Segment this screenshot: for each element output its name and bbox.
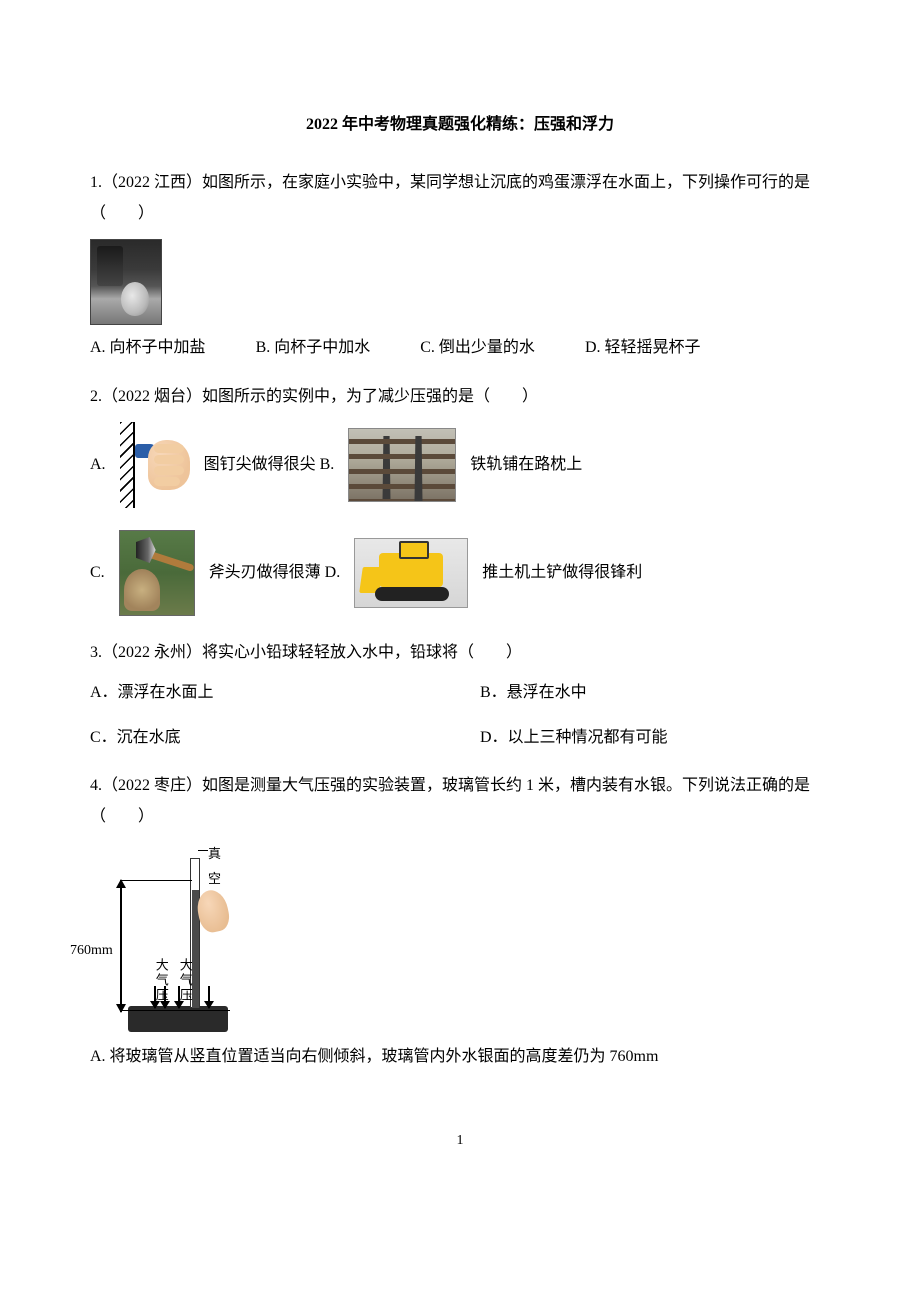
q3-option-d: D．以上三种情况都有可能 <box>480 723 830 753</box>
arrow-down-icon <box>208 986 210 1008</box>
q2-row-ab: A. 图钉尖做得很尖 B. 铁轨铺在路枕上 <box>90 422 830 508</box>
question-4: 4.（2022 枣庄）如图是测量大气压强的实验装置，玻璃管长约 1 米，槽内装有… <box>90 771 830 1072</box>
thumbtack-image <box>120 422 190 508</box>
q3-options: A．漂浮在水面上 B．悬浮在水中 C．沉在水底 D．以上三种情况都有可能 <box>90 678 830 753</box>
question-3: 3.（2022 永州）将实心小铅球轻轻放入水中，铅球将（ ） A．漂浮在水面上 … <box>90 638 830 753</box>
atm-pressure-left-label: 大气压 <box>148 958 173 1003</box>
q2-d-text: 推土机土铲做得很锋利 <box>482 558 642 588</box>
height-tick-top <box>120 880 192 882</box>
q3-option-b: B．悬浮在水中 <box>480 678 830 708</box>
q3-text: 3.（2022 永州）将实心小铅球轻轻放入水中，铅球将（ ） <box>90 638 830 668</box>
barometer-diagram: 真空 760mm 大气压 大气压 <box>90 842 230 1032</box>
arrow-down-icon <box>164 986 166 1008</box>
q1-text: 1.（2022 江西）如图所示，在家庭小实验中，某同学想让沉底的鸡蛋漂浮在水面上… <box>90 168 830 229</box>
q2-b-text: 铁轨铺在路枕上 <box>470 450 582 480</box>
arrow-down-icon <box>154 986 156 1008</box>
height-760mm-label: 760mm <box>70 938 113 965</box>
q2-a-text: 图钉尖做得很尖 B. <box>204 450 335 480</box>
axe-image <box>119 530 195 616</box>
q4-text: 4.（2022 枣庄）如图是测量大气压强的实验装置，玻璃管长约 1 米，槽内装有… <box>90 771 830 832</box>
q1-option-a: A. 向杯子中加盐 <box>90 333 206 363</box>
q1-options: A. 向杯子中加盐 B. 向杯子中加水 C. 倒出少量的水 D. 轻轻摇晃杯子 <box>90 333 830 363</box>
q2-c-text: 斧头刃做得很薄 D. <box>209 558 341 588</box>
egg-in-glass-image <box>90 239 162 325</box>
height-dimension-line <box>120 880 122 1012</box>
atm-pressure-right-label: 大气压 <box>172 958 197 1003</box>
q3-option-a: A．漂浮在水面上 <box>90 678 440 708</box>
page-title: 2022 年中考物理真题强化精练：压强和浮力 <box>90 110 830 140</box>
bulldozer-image <box>354 538 468 608</box>
q2-c-prefix: C. <box>90 558 105 588</box>
vacuum-label: 真空 <box>208 842 230 891</box>
height-tick-bottom <box>120 1010 230 1012</box>
q2-text: 2.（2022 烟台）如图所示的实例中，为了减少压强的是（ ） <box>90 382 830 412</box>
vacuum-pointer <box>198 850 208 852</box>
q1-option-b: B. 向杯子中加水 <box>256 333 371 363</box>
page-number: 1 <box>90 1128 830 1155</box>
question-2: 2.（2022 烟台）如图所示的实例中，为了减少压强的是（ ） A. 图钉尖做得… <box>90 382 830 616</box>
q3-option-c: C．沉在水底 <box>90 723 440 753</box>
q1-option-c: C. 倒出少量的水 <box>420 333 535 363</box>
q2-row-cd: C. 斧头刃做得很薄 D. 推土机土铲做得很锋利 <box>90 530 830 616</box>
arrow-down-icon <box>178 986 180 1008</box>
q2-a-prefix: A. <box>90 450 106 480</box>
railroad-image <box>348 428 456 502</box>
question-1: 1.（2022 江西）如图所示，在家庭小实验中，某同学想让沉底的鸡蛋漂浮在水面上… <box>90 168 830 363</box>
q4-option-a: A. 将玻璃管从竖直位置适当向右侧倾斜，玻璃管内外水银面的高度差仍为 760mm <box>90 1042 830 1072</box>
q1-option-d: D. 轻轻摇晃杯子 <box>585 333 701 363</box>
